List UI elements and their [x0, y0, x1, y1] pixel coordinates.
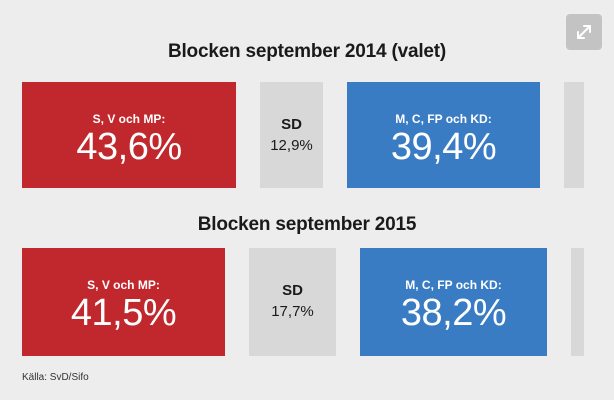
bar-s-v-mp-1: S, V och MP: 41,5% [22, 248, 225, 356]
source-note: Källa: SvD/Sifo [22, 372, 89, 383]
bar-other-0 [564, 82, 584, 188]
bar-m-c-fp-kd-1: M, C, FP och KD: 38,2% [360, 248, 547, 356]
bar-sd-1: SD 17,7% [249, 248, 336, 356]
bar-label: SD [282, 282, 303, 299]
bar-label: SD [281, 116, 302, 133]
chart-title-2015: Blocken september 2015 [197, 214, 417, 235]
chart-title-2014: Blocken september 2014 (valet) [167, 41, 447, 62]
bar-label: M, C, FP och KD: [405, 278, 502, 292]
bar-sd-0: SD 12,9% [260, 82, 323, 188]
bar-value-label: 38,2% [400, 292, 507, 334]
bar-label: M, C, FP och KD: [395, 112, 492, 126]
expand-button[interactable] [566, 14, 602, 50]
expand-arrows-icon [577, 25, 591, 39]
bar-value-label: 12,9% [270, 137, 313, 154]
bar-other-1 [571, 248, 584, 356]
bar-value-label: 39,4% [390, 126, 497, 168]
bar-label: S, V och MP: [87, 278, 160, 292]
bar-value-label: 43,6% [76, 126, 182, 168]
bar-label: S, V och MP: [92, 112, 166, 126]
bar-s-v-mp-0: S, V och MP: 43,6% [22, 82, 236, 188]
bar-value-label: 17,7% [271, 303, 314, 320]
bar-value-label: 41,5% [70, 292, 177, 334]
bar-m-c-fp-kd-0: M, C, FP och KD: 39,4% [347, 82, 540, 188]
